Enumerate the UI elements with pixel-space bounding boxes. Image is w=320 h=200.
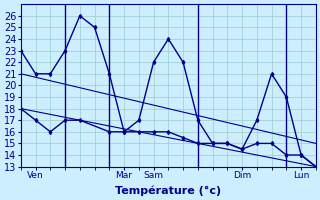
X-axis label: Température (°c): Température (°c) [115, 185, 221, 196]
